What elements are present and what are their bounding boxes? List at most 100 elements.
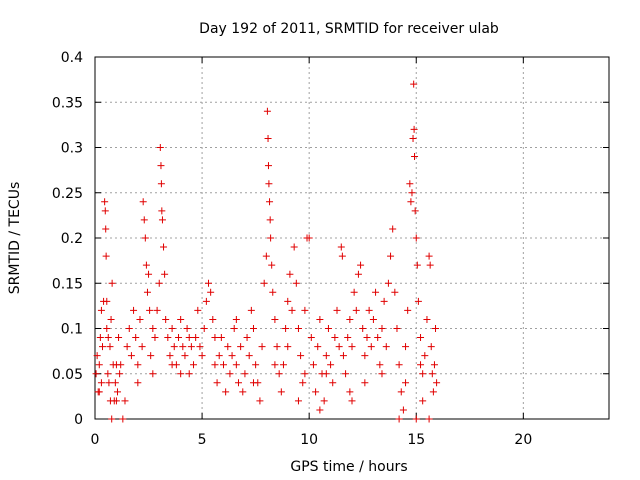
x-tick-label: 0 [91,432,100,448]
y-tick-label: 0 [74,412,83,428]
x-tick-label: 5 [198,432,207,448]
data-point [211,361,219,369]
data-point [275,370,283,378]
x-tick-label: 20 [514,432,532,448]
data-point [194,306,202,314]
x-tick-label: 15 [407,432,425,448]
data-point [200,325,208,332]
data-point [145,270,153,278]
data-point [301,370,309,378]
data-point [132,334,140,342]
data-point [288,306,296,314]
data-point [426,261,434,269]
data-point [423,315,431,323]
data-point [395,415,403,423]
data-point [166,352,174,360]
y-tick-label: 0.4 [61,50,83,66]
data-point [316,315,324,323]
data-point [433,379,441,387]
data-point [125,325,133,332]
data-point [354,270,362,278]
y-tick-label: 0.05 [52,367,83,383]
data-point [105,379,113,387]
data-point [181,352,189,360]
y-tick-label: 0.15 [52,276,83,292]
data-point [168,361,176,369]
data-point [430,361,438,369]
data-point [417,361,425,369]
data-point [402,343,410,351]
data-point [108,415,116,423]
data-point [127,352,135,360]
data-point [96,334,104,342]
data-point [220,361,227,369]
data-point [160,243,168,251]
data-point [149,325,157,332]
data-point [140,216,148,224]
data-point [234,379,242,387]
data-point [95,361,103,369]
data-point [161,270,169,278]
data-point [314,343,322,351]
data-point [258,343,266,351]
data-point [149,370,157,378]
data-point [116,370,124,378]
y-tick-label: 0.35 [52,95,83,111]
data-point [103,297,111,305]
data-point [164,334,172,342]
data-point [241,370,249,378]
data-point [217,334,225,342]
data-point [348,397,356,405]
data-point [432,325,440,332]
data-point [185,334,193,342]
data-point [376,361,384,369]
data-point [425,252,433,260]
data-point [95,388,103,396]
data-point [382,343,390,351]
data-point [384,279,392,287]
data-point [297,352,305,360]
data-point [271,315,279,323]
data-point [104,370,112,378]
data-point [179,343,187,351]
data-point [141,234,149,242]
data-point [410,125,418,133]
data-point [228,352,236,360]
data-point [157,180,165,188]
data-point [292,279,300,287]
data-point [256,397,264,405]
data-point [136,315,144,323]
data-point [146,306,154,314]
data-point [374,334,382,342]
y-axis-label: SRMTID / TECUs [7,182,23,295]
data-point [123,343,131,351]
data-point [98,343,106,351]
data-point [378,325,386,332]
data-point [158,216,166,224]
data-point [232,361,240,369]
data-point [299,379,307,387]
data-point [389,225,397,233]
data-point [301,306,309,314]
data-point [404,306,412,314]
data-point [402,379,410,387]
data-point [429,388,437,396]
data-point [428,370,436,378]
data-point [322,352,330,360]
data-point [101,207,109,215]
data-point [361,352,369,360]
data-point [262,252,270,260]
data-point [269,288,277,296]
data-point [279,361,287,369]
y-tick-label: 0.25 [52,186,83,202]
data-point [155,279,163,287]
data-point [407,198,415,206]
data-point [338,252,346,260]
data-point [112,397,120,405]
chart-title: Day 192 of 2011, SRMTID for receiver ula… [199,21,499,37]
data-point [412,234,420,242]
data-point [168,325,176,332]
data-point [143,288,151,296]
y-tick-labels: 0 0.05 0.1 0.15 0.2 0.25 0.3 0.35 0.4 [52,50,83,428]
data-point [350,288,358,296]
